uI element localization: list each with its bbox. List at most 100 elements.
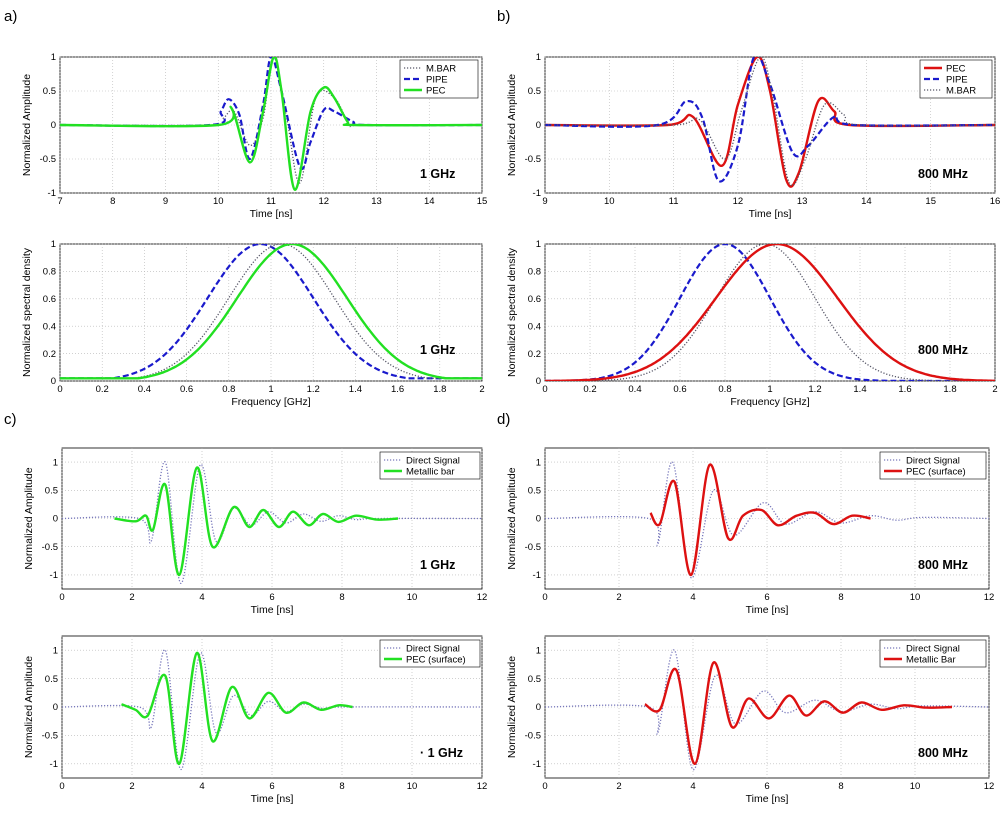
x-tick-label: 13 — [797, 196, 808, 207]
x-tick-label: 0.6 — [180, 384, 193, 395]
frequency-annotation: 1 GHz — [420, 343, 455, 357]
y-tick-label: 0.5 — [43, 86, 56, 97]
y-tick-label: 0.8 — [43, 267, 56, 278]
y-tick-label: 0.2 — [43, 349, 56, 360]
frequency-annotation: · 1 GHz — [420, 746, 463, 760]
y-tick-label: 0 — [51, 120, 56, 131]
x-tick-label: 6 — [764, 592, 769, 603]
x-tick-label: 15 — [477, 196, 488, 207]
x-tick-label: 6 — [269, 781, 274, 792]
legend-entry: PEC (surface) — [906, 466, 966, 477]
y-tick-label: 0 — [536, 702, 541, 713]
x-tick-label: 8 — [110, 196, 115, 207]
series-line-metallic-bar — [114, 466, 399, 577]
series-line-pec — [545, 244, 995, 381]
x-tick-label: 2 — [992, 384, 997, 395]
x-tick-label: 10 — [213, 196, 224, 207]
x-tick-label: 4 — [690, 592, 695, 603]
x-tick-label: 0.2 — [583, 384, 596, 395]
x-tick-label: 0.4 — [628, 384, 641, 395]
y-tick-label: 1 — [536, 645, 541, 656]
x-tick-label: 12 — [318, 196, 329, 207]
y-tick-label: 0 — [53, 702, 58, 713]
series-line-m-bar — [60, 244, 482, 379]
x-axis-label: Time [ns] — [749, 208, 792, 220]
panel-label-c: c) — [4, 411, 17, 428]
frequency-annotation: 800 MHz — [918, 343, 968, 357]
x-tick-label: 9 — [163, 196, 168, 207]
series-line-pipe — [545, 244, 995, 381]
x-tick-label: 9 — [542, 196, 547, 207]
plot-frame — [544, 243, 996, 382]
legend-entry: Direct Signal — [406, 455, 460, 466]
series-line-pec — [60, 57, 482, 191]
legend-entry: PEC (surface) — [406, 654, 466, 665]
y-tick-label: -1 — [533, 188, 541, 199]
chart-d-top: 0 2 4 6 8 10 12 -1 -0.5 0 0.5 1 Time [ns] Normalized … — [506, 447, 994, 616]
x-tick-label: 12 — [477, 592, 488, 603]
y-tick-label: -1 — [533, 759, 541, 770]
y-tick-label: 1 — [51, 239, 56, 250]
y-tick-label: 0 — [53, 514, 58, 525]
x-tick-label: 1.2 — [307, 384, 320, 395]
x-tick-label: 13 — [371, 196, 382, 207]
series-line-direct-signal — [545, 461, 989, 579]
x-tick-label: 0.2 — [96, 384, 109, 395]
x-axis-label: Frequency [GHz] — [730, 396, 809, 408]
series-line-m-bar — [60, 57, 482, 184]
x-tick-label: 0.8 — [718, 384, 731, 395]
y-tick-label: -1 — [50, 570, 58, 581]
x-tick-label: 1.6 — [898, 384, 911, 395]
x-tick-label: 0.4 — [138, 384, 151, 395]
x-tick-label: 6 — [764, 781, 769, 792]
x-tick-label: 1 — [767, 384, 772, 395]
x-tick-label: 12 — [477, 781, 488, 792]
plot-frame — [59, 243, 483, 382]
legend-entry: Direct Signal — [906, 643, 960, 654]
y-tick-label: -0.5 — [525, 731, 541, 742]
series-line-pec — [545, 57, 995, 188]
x-axis-label: Time [ns] — [746, 604, 789, 616]
legend-entry: PEC — [946, 63, 966, 74]
x-tick-label: 0 — [542, 781, 547, 792]
x-tick-label: 10 — [910, 592, 921, 603]
y-axis-label: Normalized Amplitude — [506, 467, 518, 569]
panel-label-d: d) — [497, 411, 510, 428]
legend-entry: PIPE — [426, 74, 448, 85]
y-tick-label: -0.5 — [525, 154, 541, 165]
chart-b-bottom: 0 0.2 0.4 0.6 0.8 1 1.2 1.4 1.6 1.8 2 0 0.2 0.4 0.6 0.8… — [506, 239, 998, 408]
y-tick-label: 0 — [536, 120, 541, 131]
x-tick-label: 0 — [57, 384, 62, 395]
y-tick-label: 0.5 — [528, 486, 541, 497]
series-line-m-bar — [545, 57, 995, 186]
y-tick-label: 0.2 — [528, 349, 541, 360]
y-axis-label: Normalized Amplitude — [506, 74, 518, 176]
y-axis-label: Normalized Amplitude — [23, 467, 35, 569]
series-line-pec-surface- — [121, 651, 353, 766]
frequency-annotation: 1 GHz — [420, 167, 455, 181]
series-line-pec — [60, 244, 482, 380]
x-axis-label: Frequency [GHz] — [231, 396, 310, 408]
x-tick-label: 11 — [669, 196, 679, 207]
x-tick-label: 6 — [269, 592, 274, 603]
x-tick-label: 7 — [57, 196, 62, 207]
y-tick-label: 1 — [536, 239, 541, 250]
x-tick-label: 12 — [733, 196, 744, 207]
x-axis-label: Time [ns] — [251, 604, 294, 616]
x-tick-label: 2 — [616, 592, 621, 603]
x-tick-label: 11 — [266, 196, 276, 207]
y-axis-label: Normalized Amplitude — [23, 656, 35, 758]
series-line-direct-signal — [545, 649, 989, 771]
x-tick-label: 1.8 — [943, 384, 956, 395]
frequency-annotation: 800 MHz — [918, 558, 968, 572]
x-tick-label: 1.4 — [853, 384, 866, 395]
x-tick-label: 8 — [339, 781, 344, 792]
y-axis-label: Normalized Amplitude — [506, 656, 518, 758]
y-tick-label: 1 — [536, 52, 541, 63]
x-tick-label: 0 — [59, 592, 64, 603]
y-tick-label: 0.5 — [528, 86, 541, 97]
